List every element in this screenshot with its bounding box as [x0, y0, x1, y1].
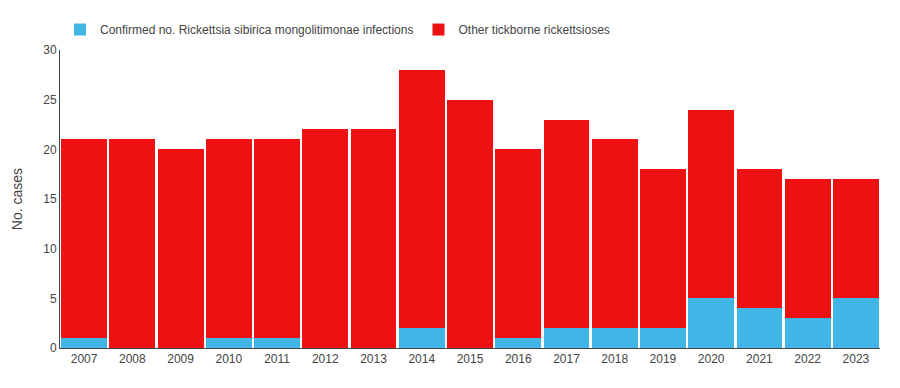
- svg-text:20: 20: [43, 143, 57, 157]
- svg-text:2021: 2021: [746, 352, 773, 366]
- svg-text:2011: 2011: [264, 352, 290, 366]
- svg-text:Confirmed no. Rickettsia sibir: Confirmed no. Rickettsia sibirica mongol…: [100, 23, 413, 37]
- svg-text:2023: 2023: [843, 352, 870, 366]
- svg-text:2017: 2017: [553, 352, 580, 366]
- svg-text:2007: 2007: [71, 352, 98, 366]
- svg-text:2015: 2015: [457, 352, 484, 366]
- svg-text:15: 15: [43, 192, 57, 206]
- svg-text:2014: 2014: [408, 352, 435, 366]
- svg-text:Other tickborne rickettsioses: Other tickborne rickettsioses: [458, 23, 609, 37]
- svg-text:25: 25: [43, 93, 57, 107]
- svg-text:No. cases: No. cases: [9, 168, 25, 230]
- svg-text:30: 30: [43, 43, 57, 57]
- svg-text:2016: 2016: [505, 352, 532, 366]
- svg-text:2013: 2013: [360, 352, 387, 366]
- svg-text:2019: 2019: [650, 352, 677, 366]
- svg-text:2022: 2022: [794, 352, 821, 366]
- svg-text:2018: 2018: [601, 352, 628, 366]
- svg-text:0: 0: [50, 341, 57, 355]
- svg-text:10: 10: [43, 242, 57, 256]
- svg-text:2009: 2009: [167, 352, 194, 366]
- svg-text:5: 5: [50, 292, 57, 306]
- svg-text:2012: 2012: [312, 352, 339, 366]
- svg-text:2020: 2020: [698, 352, 725, 366]
- svg-text:2008: 2008: [119, 352, 146, 366]
- svg-text:2010: 2010: [215, 352, 242, 366]
